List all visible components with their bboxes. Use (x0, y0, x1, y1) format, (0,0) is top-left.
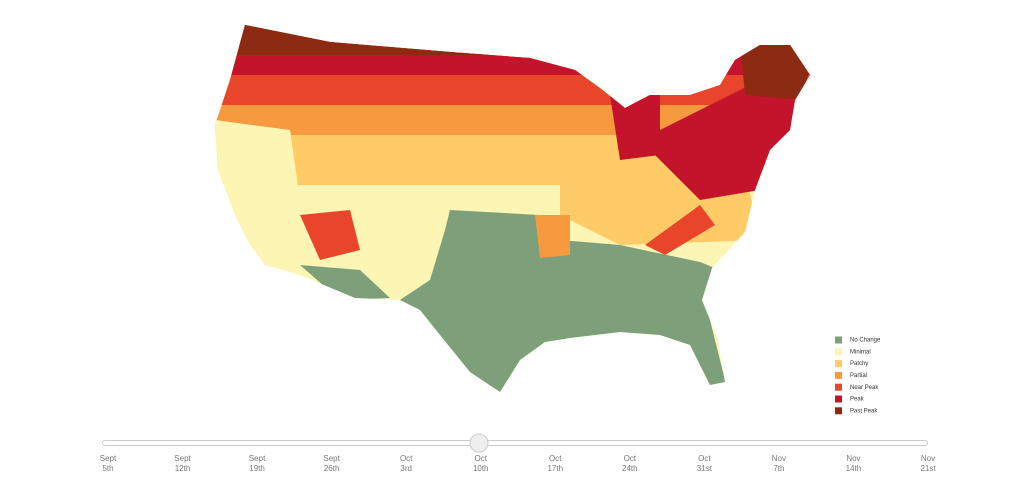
date-day: 21st (920, 464, 936, 473)
date-month: Oct (400, 454, 413, 463)
date-day: 14th (846, 464, 862, 473)
date-month: Sept (100, 454, 117, 463)
date-day: 17th (547, 464, 563, 473)
slider-dates: Sept5thSept12thSept19thSept26thOct3rdOct… (100, 454, 937, 473)
date-month: Sept (249, 454, 266, 463)
legend-swatch (835, 383, 842, 391)
slider-handle[interactable] (469, 433, 489, 453)
legend-label: Near Peak (850, 385, 879, 391)
map-region (215, 120, 300, 210)
map-region (215, 25, 810, 55)
legend-label: Peak (850, 397, 865, 403)
date-month: Sept (174, 454, 191, 463)
us-map (215, 25, 810, 392)
date-month: Nov (846, 454, 860, 463)
legend: No Change Minimal Patchy Partial Near Peak Pe… (835, 336, 881, 415)
legend-swatch (835, 348, 842, 356)
map-region (740, 40, 810, 100)
date-month: Oct (549, 454, 562, 463)
date-day: 3rd (400, 464, 412, 473)
date-day: 19th (249, 464, 265, 473)
map-region (300, 265, 390, 300)
date-month: Nov (772, 454, 786, 463)
date-month: Sept (323, 454, 340, 463)
date-day: 12th (175, 464, 191, 473)
date-month: Oct (698, 454, 711, 463)
legend-label: Patchy (850, 361, 868, 367)
legend-label: No Change (850, 338, 881, 344)
legend-swatch (835, 336, 842, 344)
map-region (610, 95, 660, 160)
date-day: 24th (622, 464, 638, 473)
legend-label: Past Peak (850, 408, 878, 414)
legend-swatch (835, 360, 842, 368)
legend-swatch (835, 395, 842, 403)
legend-label: Partial (850, 373, 867, 379)
date-month: Oct (475, 454, 488, 463)
date-day: 10th (473, 464, 489, 473)
map-region (535, 215, 570, 258)
map-region (300, 210, 360, 260)
date-day: 5th (102, 464, 113, 473)
date-day: 31st (697, 464, 713, 473)
date-month: Nov (921, 454, 935, 463)
map-region (645, 205, 715, 255)
date-month: Oct (624, 454, 637, 463)
date-day: 7th (773, 464, 784, 473)
legend-swatch (835, 371, 842, 379)
legend-swatch (835, 407, 842, 415)
date-day: 26th (324, 464, 340, 473)
legend-label: Minimal (850, 349, 871, 355)
